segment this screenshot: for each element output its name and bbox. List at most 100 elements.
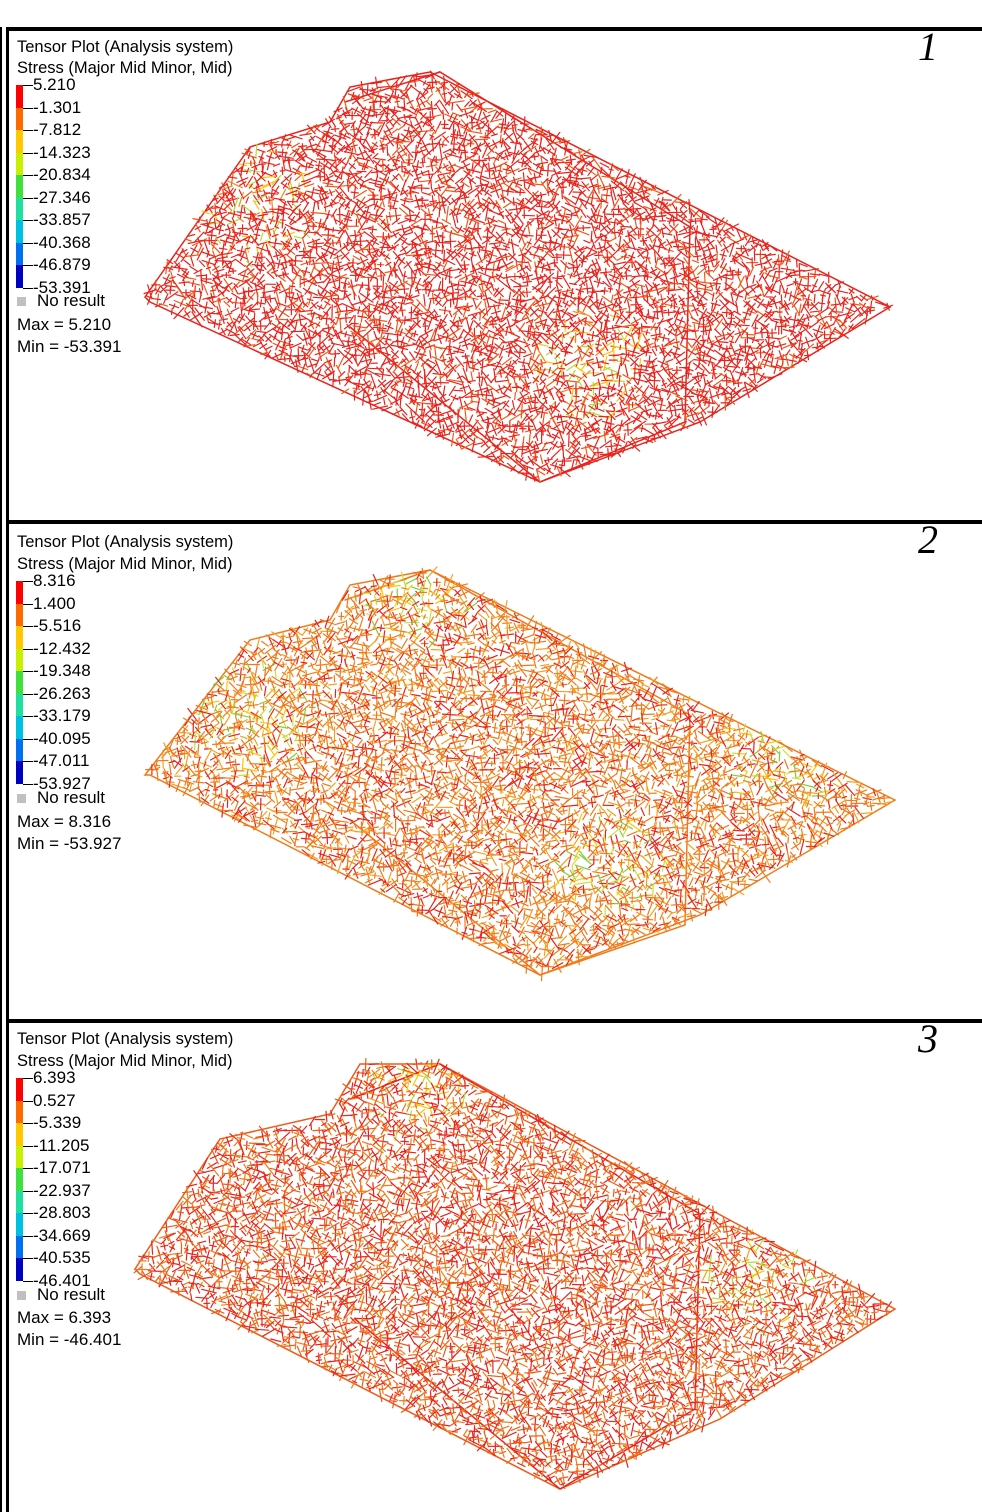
legend-tick: [23, 107, 33, 109]
legend-swatch: [16, 197, 23, 220]
legend-label: 6.393: [33, 1068, 76, 1087]
legend-label: -1.301: [33, 97, 82, 117]
legend-swatch: [16, 1258, 23, 1281]
legend-label: -46.879: [33, 255, 91, 274]
legend-label: -22.937: [33, 1180, 91, 1200]
legend-label: -40.535: [33, 1248, 91, 1267]
legend-swatch: [16, 761, 23, 784]
stress-mesh: [143, 70, 894, 483]
legend-swatch: [16, 603, 23, 626]
legend-swatch: [16, 1100, 23, 1123]
no-result-swatch: [17, 1291, 26, 1300]
legend-label: -5.339: [33, 1113, 82, 1132]
legend-swatch: [16, 1168, 23, 1191]
no-result-label: No result: [37, 291, 106, 310]
legend-tick: [23, 287, 33, 289]
legend-label: -7.812: [33, 120, 82, 139]
legend-tick: [23, 738, 33, 740]
legend-swatch: [16, 1190, 23, 1213]
plot-subtitle: Stress (Major Mid Minor, Mid): [17, 555, 233, 573]
legend-tick: [23, 197, 33, 199]
legend-tick: [23, 1258, 33, 1259]
max-value: Max = 8.316: [17, 812, 112, 831]
legend-label: 0.527: [33, 1090, 76, 1110]
legend-tick: [23, 1078, 33, 1079]
legend-label: -28.803: [33, 1203, 91, 1222]
mesh-edge: [349, 1063, 701, 1490]
panel-divider: [0, 27, 982, 31]
legend-label: -5.516: [33, 616, 82, 635]
min-value: Min = -53.391: [17, 337, 122, 356]
legend-swatch: [16, 648, 23, 671]
legend-swatch: [16, 242, 23, 265]
legend-tick: [23, 693, 33, 695]
legend-tick: [23, 220, 33, 221]
legend-tick: [23, 626, 33, 627]
stress-mesh: [133, 1057, 897, 1490]
panel-divider: [0, 520, 982, 524]
legend-tick: [23, 761, 33, 762]
panel-divider: [0, 1019, 982, 1023]
legend-tick: [23, 1100, 33, 1102]
plot-title: Tensor Plot (Analysis system): [17, 38, 234, 56]
legend-swatch: [16, 671, 23, 694]
legend-swatch: [16, 581, 23, 604]
legend-swatch: [16, 152, 23, 175]
legend-label: -46.401: [33, 1270, 91, 1290]
legend-swatch: [16, 130, 23, 153]
legend-label: -33.857: [33, 210, 91, 229]
plot-subtitle: Stress (Major Mid Minor, Mid): [17, 1052, 233, 1070]
legend-swatch: [16, 1078, 23, 1101]
legend-label: -12.432: [33, 638, 91, 658]
legend-tick: [23, 603, 33, 605]
legend-label: -40.368: [33, 232, 91, 252]
legend-label: -47.011: [33, 751, 90, 770]
legend-swatch: [16, 220, 23, 243]
legend-label: -11.205: [33, 1135, 90, 1155]
legend-label: -34.669: [33, 1225, 91, 1245]
plot-subtitle: Stress (Major Mid Minor, Mid): [17, 59, 233, 77]
mesh-outline: [143, 569, 897, 976]
no-result-label: No result: [37, 1285, 106, 1304]
no-result-label: No result: [37, 788, 106, 807]
panel-number: 3: [918, 1019, 938, 1061]
legend-label: 1.400: [33, 593, 76, 613]
legend-label: -20.834: [33, 165, 91, 184]
legend-tick: [23, 1213, 33, 1214]
legend-tick: [23, 175, 33, 176]
min-value: Min = -53.927: [17, 834, 122, 853]
legend-tick: [23, 671, 33, 672]
panel-number: 2: [918, 520, 938, 562]
legend-tick: [23, 130, 33, 131]
panel-frame-left: [0, 1019, 9, 1512]
tensor-plot-panel-3: 3 Tensor Plot (Analysis system) Stress (…: [0, 1019, 982, 1512]
legend-swatch: [16, 626, 23, 649]
no-result-swatch: [17, 794, 26, 803]
legend-tick: [23, 581, 33, 582]
legend-tick: [23, 783, 33, 785]
legend-swatch: [16, 1123, 23, 1146]
legend-label: 5.210: [33, 75, 76, 94]
legend-tick: [23, 1280, 33, 1282]
tensor-plot-panel-2: 2 Tensor Plot (Analysis system) Stress (…: [0, 520, 982, 1019]
legend-swatch: [16, 265, 23, 288]
legend-tick: [23, 1235, 33, 1237]
legend-swatch: [16, 738, 23, 761]
legend-tick: [23, 716, 33, 717]
max-value: Max = 6.393: [17, 1308, 112, 1327]
legend-swatch: [16, 1145, 23, 1168]
mesh-strokes: [143, 566, 897, 982]
legend-swatch: [16, 716, 23, 739]
legend-swatch: [16, 85, 23, 108]
plot-title: Tensor Plot (Analysis system): [17, 1030, 234, 1048]
legend-tick: [23, 648, 33, 650]
legend-label: -19.348: [33, 661, 91, 680]
legend-tick: [23, 1190, 33, 1192]
legend-swatch: [16, 693, 23, 716]
legend-tick: [23, 1168, 33, 1169]
legend-label: -14.323: [33, 142, 91, 162]
panel-number: 1: [918, 27, 938, 69]
plot-title: Tensor Plot (Analysis system): [17, 533, 234, 551]
stress-mesh: [143, 566, 897, 982]
legend-label: -17.071: [33, 1158, 91, 1177]
